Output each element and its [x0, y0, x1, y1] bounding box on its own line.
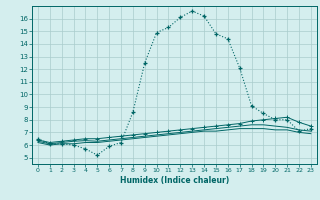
X-axis label: Humidex (Indice chaleur): Humidex (Indice chaleur) [120, 176, 229, 185]
